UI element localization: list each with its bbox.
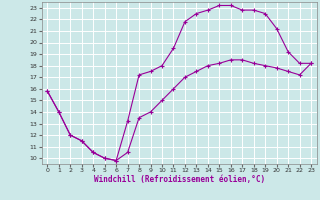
X-axis label: Windchill (Refroidissement éolien,°C): Windchill (Refroidissement éolien,°C) [94,175,265,184]
